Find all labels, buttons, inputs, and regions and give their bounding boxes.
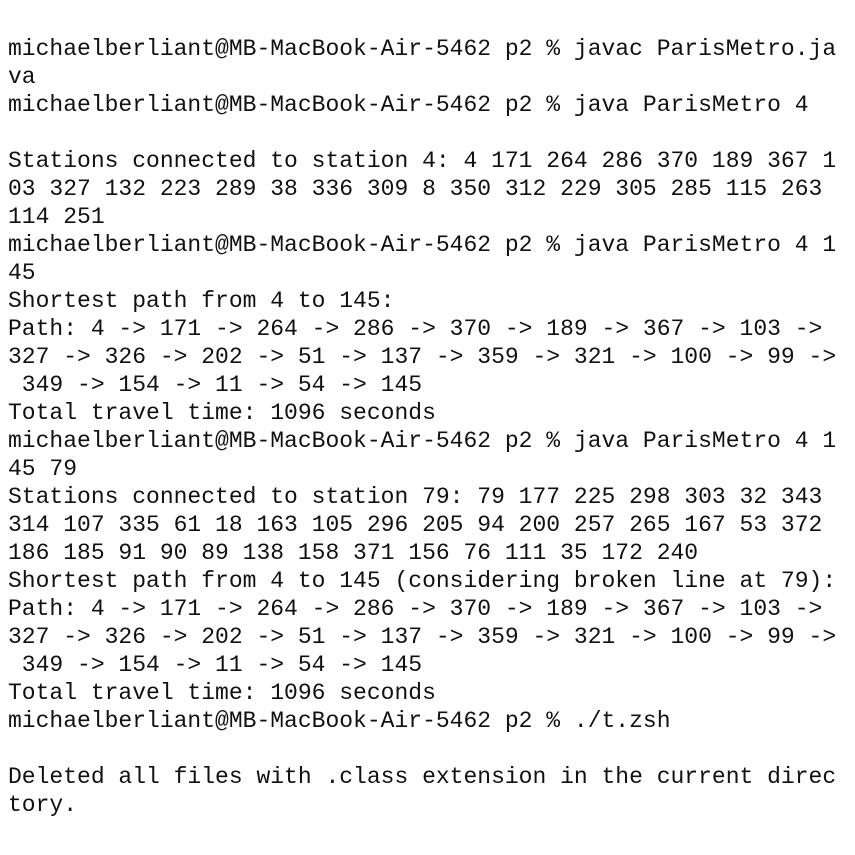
terminal-line: michaelberliant@MB-MacBook-Air-5462 p2 %… [8,92,809,118]
terminal-line: michaelberliant@MB-MacBook-Air-5462 p2 %… [8,708,671,734]
terminal-line: michaelberliant@MB-MacBook-Air-5462 p2 %… [8,36,837,62]
terminal-line: michaelberliant@MB-MacBook-Air-5462 p2 %… [8,428,837,454]
terminal-line: 45 79 [8,456,78,482]
terminal-line: Stations connected to station 79: 79 177… [8,484,823,510]
terminal-line: 03 327 132 223 289 38 336 309 8 350 312 … [8,176,823,202]
terminal-line: 327 -> 326 -> 202 -> 51 -> 137 -> 359 ->… [8,344,837,370]
terminal-line: Shortest path from 4 to 145 (considering… [8,568,837,594]
terminal-line: tory. [8,792,78,818]
terminal-line: Path: 4 -> 171 -> 264 -> 286 -> 370 -> 1… [8,316,823,342]
terminal-line: 186 185 91 90 89 138 158 371 156 76 111 … [8,540,699,566]
terminal-line: 45 [8,260,36,286]
terminal-line: 327 -> 326 -> 202 -> 51 -> 137 -> 359 ->… [8,624,837,650]
terminal-line: 114 251 [8,204,105,230]
terminal-line: Path: 4 -> 171 -> 264 -> 286 -> 370 -> 1… [8,596,823,622]
terminal-line: Total travel time: 1096 seconds [8,680,436,706]
terminal-line: Shortest path from 4 to 145: [8,288,395,314]
terminal-line: 314 107 335 61 18 163 105 296 205 94 200… [8,512,823,538]
terminal-line: Total travel time: 1096 seconds [8,400,436,426]
terminal-line: Stations connected to station 4: 4 171 2… [8,148,837,174]
terminal-line: michaelberliant@MB-MacBook-Air-5462 p2 %… [8,232,837,258]
terminal-line: Deleted all files with .class extension … [8,764,837,790]
terminal-line: 349 -> 154 -> 11 -> 54 -> 145 [8,652,423,678]
terminal-line: 349 -> 154 -> 11 -> 54 -> 145 [8,372,423,398]
terminal-line: va [8,64,36,90]
